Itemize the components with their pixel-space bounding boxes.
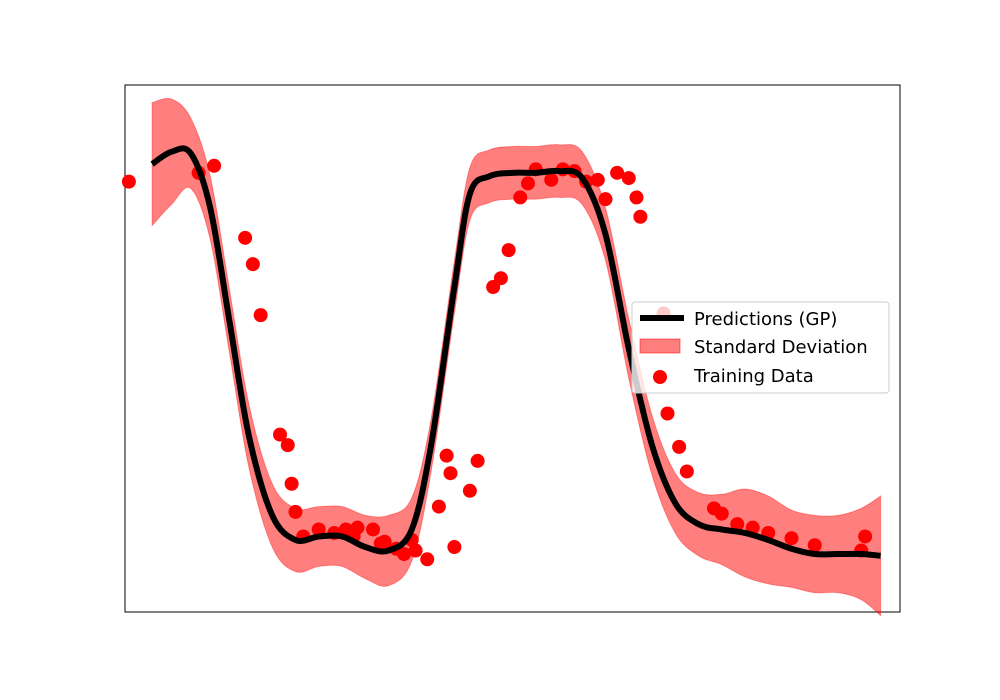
training-point bbox=[513, 190, 528, 205]
training-point bbox=[858, 529, 873, 544]
training-point bbox=[311, 522, 326, 537]
prediction-line bbox=[150, 145, 881, 559]
legend-band-swatch bbox=[639, 338, 681, 354]
training-point bbox=[121, 174, 136, 189]
training-point bbox=[629, 190, 644, 205]
training-point bbox=[610, 165, 625, 180]
legend-band-label: Standard Deviation bbox=[694, 337, 868, 358]
training-point bbox=[273, 427, 287, 442]
legend: Predictions (GP) Standard Deviation Trai… bbox=[631, 301, 890, 394]
legend-points-swatch bbox=[653, 370, 667, 384]
training-point bbox=[397, 547, 411, 562]
training-point bbox=[238, 230, 253, 245]
training-point bbox=[521, 176, 535, 191]
training-points-layer bbox=[121, 158, 873, 567]
training-point bbox=[288, 504, 303, 519]
training-point bbox=[253, 308, 268, 323]
prediction-line-layer bbox=[150, 145, 881, 559]
training-point bbox=[660, 406, 675, 421]
training-point bbox=[280, 438, 295, 453]
training-point bbox=[501, 243, 516, 258]
training-point bbox=[493, 271, 508, 286]
training-point bbox=[590, 172, 605, 187]
training-point bbox=[420, 552, 435, 567]
training-point bbox=[544, 172, 559, 187]
training-point bbox=[621, 171, 636, 186]
training-point bbox=[366, 522, 380, 537]
training-point bbox=[462, 483, 477, 498]
training-point bbox=[284, 476, 299, 491]
std-band-layer bbox=[151, 97, 882, 617]
training-point bbox=[714, 506, 729, 521]
legend-points-label: Training Data bbox=[693, 366, 814, 387]
training-point bbox=[431, 499, 446, 514]
training-point bbox=[447, 540, 462, 554]
training-point bbox=[784, 531, 799, 546]
training-point bbox=[672, 439, 687, 454]
training-point bbox=[377, 534, 392, 549]
training-point bbox=[245, 257, 260, 272]
training-point bbox=[443, 466, 458, 481]
training-point bbox=[679, 464, 694, 479]
training-point bbox=[633, 209, 648, 224]
std-deviation-band bbox=[151, 97, 882, 617]
training-point bbox=[207, 158, 222, 173]
legend-prediction-label: Predictions (GP) bbox=[694, 309, 837, 330]
training-point bbox=[730, 517, 745, 532]
training-point bbox=[470, 453, 485, 468]
training-point bbox=[439, 448, 454, 463]
training-point bbox=[350, 520, 365, 535]
training-point bbox=[807, 538, 822, 553]
training-point bbox=[408, 543, 423, 558]
training-point bbox=[598, 192, 613, 207]
legend-box bbox=[631, 301, 890, 394]
